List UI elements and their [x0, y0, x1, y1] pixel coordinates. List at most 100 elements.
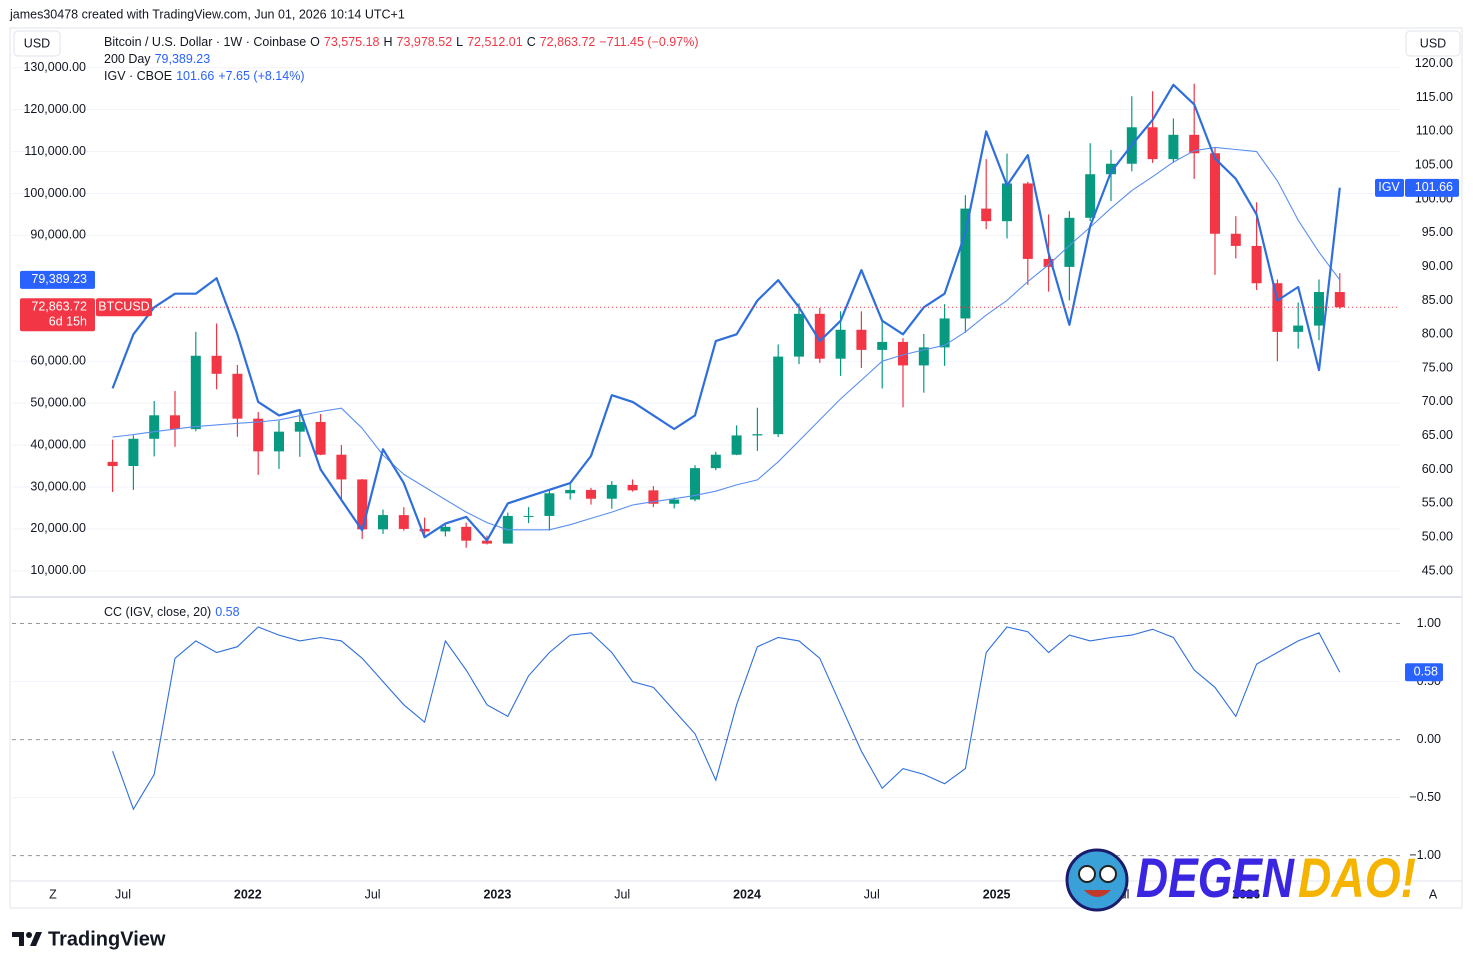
y2-tick-label: 90.00 [1422, 259, 1453, 273]
candle-body [856, 329, 867, 350]
price-badge-label: 72,863.72 [31, 300, 87, 314]
y2-tick-label: 75.00 [1422, 360, 1453, 374]
legend-part: O [310, 35, 320, 49]
axis-button[interactable]: A [1429, 887, 1438, 901]
candle-body [274, 431, 284, 452]
x-tick-label: 2022 [234, 887, 262, 901]
y2-tick-label: 115.00 [1416, 90, 1453, 104]
candle-body [835, 329, 846, 359]
legend-part: 101.66 [176, 69, 214, 83]
y2-tick-label: 120.00 [1415, 56, 1453, 70]
logo-mark [12, 932, 24, 946]
legend-entry: IGV · CBOE 101.66 +7.65 (+8.14%) [104, 69, 304, 83]
candle-body [190, 355, 201, 430]
countdown: 6d 15h [49, 315, 87, 329]
legend-part: C [527, 35, 536, 49]
symbol-badge-label: IGV [1378, 180, 1400, 194]
watermark-text: DEGEN [1136, 846, 1295, 909]
logo-mark [26, 932, 32, 938]
candle-body [523, 515, 534, 517]
legend-part: IGV · CBOE [104, 69, 172, 83]
x-tick-label: Jul [115, 887, 131, 901]
y2-tick-label: 105.00 [1415, 158, 1453, 172]
price-badge-label: 101.66 [1415, 180, 1453, 194]
legend-part: 72,512.01 [467, 35, 523, 49]
attribution: james30478 created with TradingView.com,… [9, 7, 405, 21]
y2-tick-label: 95.00 [1422, 225, 1453, 239]
unit-box[interactable] [13, 30, 61, 57]
y2-tick-label: 65.00 [1422, 428, 1453, 442]
x-tick-label: 2024 [733, 887, 761, 901]
candle-body [1147, 127, 1158, 160]
candle-body [1314, 292, 1324, 326]
candle-body [461, 526, 472, 541]
candle-body [773, 356, 784, 435]
candle-body [1334, 292, 1345, 308]
candle-body [315, 422, 326, 455]
y-unit[interactable]: USD [24, 36, 50, 50]
candle-body [752, 434, 763, 436]
x-tick-label: 2025 [983, 887, 1011, 901]
grid: Jul2022Jul2023Jul2024Jul2025Jul202610,00… [12, 56, 1453, 901]
y-tick-label: 110,000.00 [24, 144, 86, 158]
legend-entry: 200 Day 79,389.23 [104, 52, 210, 66]
candle-body [294, 422, 305, 432]
legend-entry: CC (IGV, close, 20) 0.58 [104, 605, 240, 619]
candle-body [378, 515, 388, 530]
candle-body [253, 418, 264, 452]
candle-body [1293, 325, 1304, 332]
legend-part: Bitcoin / U.S. Dollar · 1W · Coinbase [104, 35, 306, 49]
frame [9, 27, 1463, 909]
candle-body [586, 489, 596, 499]
ma-line [112, 146, 1341, 531]
axis-button[interactable]: Z [49, 887, 57, 901]
candle-body [794, 313, 804, 357]
candle-body [939, 318, 950, 348]
overlays: Bitcoin / U.S. Dollar · 1W · Coinbase O 73… [20, 35, 1459, 682]
legend-part: 79,389.23 [155, 52, 211, 66]
candle-body [149, 415, 160, 439]
brand: TradingView [48, 928, 166, 950]
candle-body [419, 528, 430, 532]
candle-body [1168, 134, 1179, 160]
price-badge-label: 0.58 [1414, 665, 1438, 679]
candle-body [1230, 233, 1241, 246]
y2-tick-label: 50.00 [1422, 529, 1453, 543]
y2-tick-label: 60.00 [1422, 462, 1453, 476]
legend-part: 73,575.18 [324, 35, 380, 49]
candle-body [565, 489, 576, 494]
watermark-eye [1099, 865, 1117, 883]
x-tick-label: 2023 [483, 887, 511, 901]
candle-body [1022, 183, 1033, 259]
igv-line [111, 83, 1341, 542]
x-tick-label: Jul [614, 887, 630, 901]
y-tick-label: 0.00 [1417, 732, 1441, 746]
candle-body [1043, 258, 1054, 267]
candle-body [170, 415, 180, 430]
logo-mark [30, 932, 42, 946]
candle-body [1251, 245, 1262, 284]
marks [107, 83, 1345, 811]
candle-body [232, 373, 243, 419]
candle-body [690, 468, 700, 500]
price-badge-label: 79,389.23 [31, 272, 87, 286]
candle-body [606, 484, 617, 499]
candle-body [669, 499, 680, 504]
candle-body [440, 526, 451, 532]
x-tick-label: Jul [864, 887, 880, 901]
y2-unit[interactable]: USD [1420, 36, 1446, 50]
legend-part: +7.65 (+8.14%) [218, 69, 304, 83]
y-tick-label: 1.00 [1417, 616, 1441, 630]
legend-part: CC (IGV, close, 20) [104, 605, 211, 619]
legend-part: 72,863.72 [540, 35, 596, 49]
y2-tick-label: 80.00 [1422, 327, 1453, 341]
watermark-eye [1078, 865, 1096, 883]
candle-body [544, 493, 555, 516]
legend-part: −711.45 (−0.97%) [599, 35, 698, 49]
candle-body [1210, 153, 1220, 234]
y-tick-label: 50,000.00 [30, 395, 86, 409]
unit-box[interactable] [1405, 30, 1461, 57]
y2-tick-label: 110.00 [1416, 124, 1453, 138]
y-tick-label: 60,000.00 [30, 354, 86, 368]
